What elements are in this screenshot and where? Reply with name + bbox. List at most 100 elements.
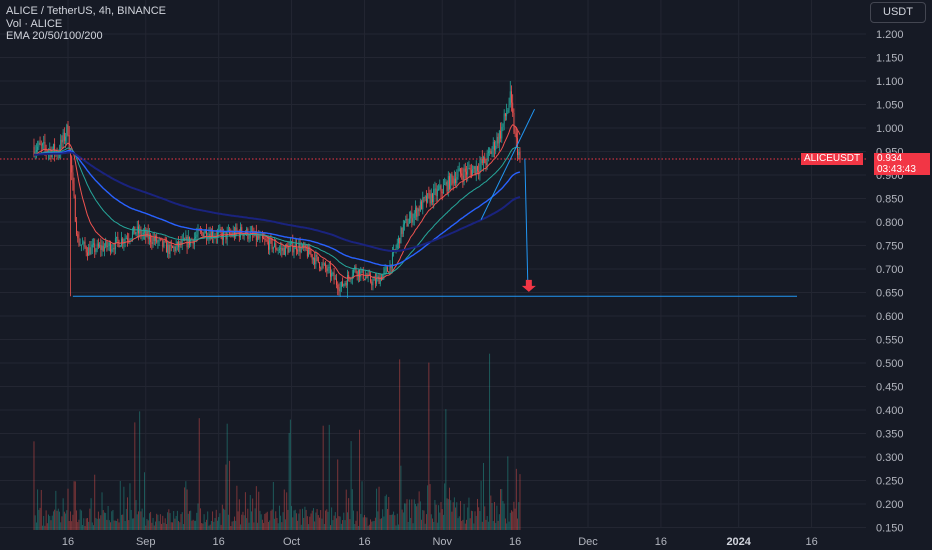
- volume-bar: [298, 513, 300, 530]
- volume-bar: [399, 359, 401, 530]
- symbol-title[interactable]: ALICE / TetherUS, 4h, BINANCE: [6, 5, 166, 17]
- candle-body: [467, 168, 469, 175]
- volume-bar: [518, 502, 520, 530]
- price-tick-label: 1.150: [876, 53, 904, 65]
- candle-body: [334, 278, 336, 280]
- volume-bar: [442, 514, 444, 530]
- candle-body: [359, 269, 361, 278]
- volume-bar: [309, 516, 311, 530]
- volume-bar: [165, 523, 167, 530]
- volume-label[interactable]: Vol · ALICE: [6, 17, 63, 30]
- candle-body: [152, 237, 154, 245]
- volume-bar: [304, 506, 306, 530]
- time-axis: 16 Sep 16 Oct 16 Nov 16 Dec 16 2024 16: [62, 536, 818, 548]
- candle-body: [272, 246, 274, 250]
- candle-body: [261, 234, 263, 238]
- volume-bar: [275, 511, 277, 530]
- volume-bar: [129, 483, 131, 530]
- volume-bar: [405, 503, 407, 530]
- candle-body: [146, 230, 148, 237]
- volume-bar: [519, 474, 521, 530]
- candle-body: [438, 188, 440, 190]
- volume-bar: [142, 517, 144, 530]
- volume-bar: [85, 518, 87, 530]
- candle-body: [219, 229, 221, 231]
- candle-body: [139, 229, 141, 234]
- volume-bar: [43, 515, 45, 530]
- volume-bar: [111, 511, 113, 530]
- volume-bar: [333, 515, 335, 530]
- candle-body: [463, 168, 465, 181]
- candle-body: [325, 263, 327, 269]
- candle-body: [142, 232, 144, 235]
- volume-bar: [302, 508, 303, 530]
- volume-bar: [124, 521, 126, 530]
- volume-bar: [417, 503, 419, 530]
- volume-bar: [266, 511, 268, 530]
- candle-body: [186, 236, 188, 248]
- candle-body: [379, 277, 381, 284]
- candle-body: [481, 158, 483, 164]
- volume-bar: [52, 511, 54, 530]
- volume-bar: [113, 520, 115, 530]
- candle-body: [417, 208, 419, 217]
- candle-body: [306, 249, 308, 257]
- volume-bar: [278, 505, 280, 530]
- candle-body: [125, 238, 127, 240]
- candle-body: [418, 208, 420, 212]
- candle-body: [357, 269, 359, 277]
- volume-bar: [117, 518, 119, 530]
- ema-label[interactable]: EMA 20/50/100/200: [6, 30, 103, 42]
- candle-body: [314, 258, 316, 265]
- candle-body: [189, 236, 190, 245]
- candle-body: [107, 245, 109, 248]
- volume-bar: [425, 514, 427, 530]
- volume-bar: [319, 517, 320, 530]
- volume-bar: [212, 511, 214, 530]
- candle-body: [441, 191, 443, 194]
- volume-bar: [203, 514, 205, 530]
- candle-body: [236, 227, 238, 232]
- volume-bar: [458, 516, 460, 530]
- candle-body: [333, 272, 335, 280]
- candle-body: [44, 141, 46, 148]
- ema-20-line: [33, 124, 521, 280]
- volume-bar: [419, 501, 421, 530]
- candle-body: [72, 172, 74, 184]
- candle-body: [297, 250, 299, 252]
- candle-body: [168, 244, 170, 254]
- candle-body: [423, 197, 425, 199]
- volume-bar: [390, 514, 392, 530]
- candle-body: [113, 248, 115, 250]
- volume-bar: [37, 489, 39, 530]
- candle-body: [464, 168, 466, 172]
- candle-body: [280, 248, 282, 249]
- time-tick-label: 16: [805, 536, 817, 548]
- volume-bar: [361, 481, 363, 530]
- ascending-trendline: [480, 108, 536, 220]
- volume-bar: [227, 514, 229, 530]
- candle-body: [419, 201, 421, 212]
- volume-bar: [357, 525, 359, 530]
- candle-body: [282, 247, 284, 251]
- volume-bars: [33, 353, 521, 530]
- candle-body: [406, 218, 408, 227]
- candle-body: [321, 263, 323, 269]
- volume-bar: [281, 522, 283, 530]
- candle-body: [326, 268, 328, 272]
- volume-bar: [370, 519, 371, 530]
- candle-body: [399, 237, 401, 244]
- candle-body: [258, 235, 260, 239]
- price-tick-label: 0.400: [876, 405, 904, 417]
- volume-bar: [401, 509, 403, 530]
- candle-body: [485, 163, 487, 166]
- volume-bar: [172, 522, 173, 530]
- currency-button[interactable]: USDT: [870, 2, 926, 23]
- volume-bar: [504, 518, 506, 530]
- candle-body: [232, 231, 234, 236]
- candle-body: [401, 227, 403, 234]
- volume-bar: [209, 524, 211, 530]
- volume-bar: [119, 480, 121, 530]
- volume-bar: [337, 459, 339, 530]
